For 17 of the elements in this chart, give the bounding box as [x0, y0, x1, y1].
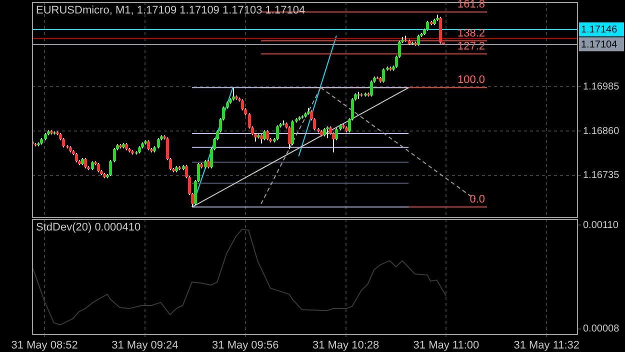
ref-line-label: 1.17146 [581, 24, 618, 36]
annotation: 138.2 [457, 27, 485, 40]
x-tick-label: 31 May 11:00 [413, 340, 480, 352]
y-tick-label: 1.16985 [583, 81, 620, 92]
x-tick-label: 31 May 10:28 [312, 340, 380, 352]
y-tick-label: 0.00008 [583, 324, 620, 335]
annotation: 0.0 [470, 194, 485, 206]
x-tick-label: 31 May 08:52 [11, 340, 78, 352]
x-tick-label: 31 May 09:56 [212, 340, 279, 352]
x-tick-label: 31 May 11:32 [514, 340, 580, 352]
y-tick-label: 1.16735 [583, 170, 620, 182]
chart-title: StdDev(20) 0.000410 [36, 222, 141, 234]
x-tick-label: 31 May 09:24 [112, 340, 178, 352]
y-tick-label: 0.00110 [583, 220, 619, 231]
ref-line-label: 1.17104 [581, 40, 618, 51]
y-tick-label: 1.16860 [583, 126, 620, 137]
annotation: 100.0 [457, 74, 485, 86]
